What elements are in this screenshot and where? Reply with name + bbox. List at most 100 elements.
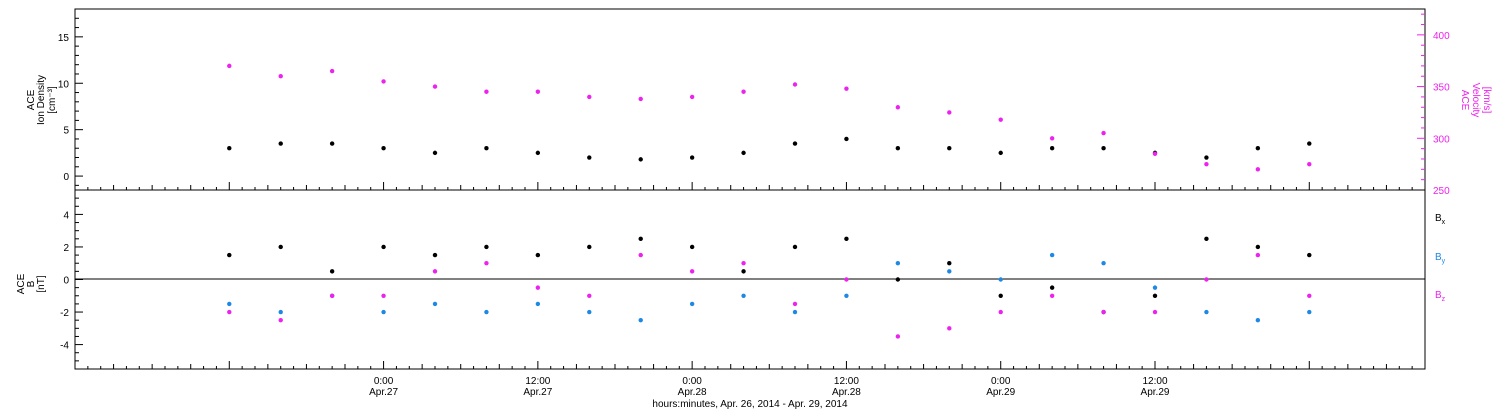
top-data-point [227,63,232,69]
bottom-data-point-bx [278,244,283,250]
bottom-data-point-bx [587,244,592,250]
top-data-point [895,146,901,151]
x-tick-date: Apr.28 [678,387,707,398]
top-data-point [587,94,592,100]
bottom-data-point-by [227,301,232,307]
x-tick-date: Apr.28 [832,387,861,398]
bottom-data-point-by [1049,252,1055,258]
bottom-data-point-bx [844,236,849,242]
bottom-data-point-bx [432,252,438,258]
top-left-tick-label: 15 [58,33,70,44]
bottom-left-tick-label: -4 [60,341,69,352]
top-data-point [741,89,746,94]
x-tick-time: 12:00 [1142,376,1167,387]
x-tick-date: Apr.29 [1141,387,1170,398]
bottom-data-point-by [792,309,798,315]
top-data-point [638,157,643,162]
bottom-data-point-bz [895,334,901,339]
bottom-data-point-by [1152,285,1158,290]
bottom-data-point-by [587,309,592,315]
top-ylabel-2: Ion Density [36,75,47,125]
bottom-data-point-bz [1049,293,1055,298]
bottom-data-point-by [1101,261,1106,266]
x-axis-label: hours:minutes, Apr. 26, 2014 - Apr. 29, … [652,399,848,410]
x-tick-time: 0:00 [374,376,394,387]
top-right-tick-label: 300 [1433,134,1450,145]
bottom-data-point-bx [1204,236,1209,242]
top-ylabel-1: ACE [26,89,37,110]
top-data-point [1049,136,1055,141]
bottom-data-point-bz [792,301,798,307]
bottom-panel: -4 -2 0 2 4 Bx By Bz ACE B [nT] [16,189,1446,370]
bottom-data-point-by [535,301,541,307]
top-panel-frame [74,8,1426,191]
top-data-point [998,150,1003,156]
bottom-data-point-by [432,301,438,307]
top-data-point [638,96,643,102]
top-data-point [792,82,798,87]
top-data-point [329,141,335,146]
x-tick-date: Apr.27 [369,387,398,398]
bottom-data-point-by [998,277,1003,282]
top-data-point [1204,155,1209,160]
top-data-point [844,136,849,142]
bottom-data-point-bz [227,309,232,315]
top-data-point [1152,151,1158,156]
bottom-data-point-bz [381,293,386,298]
bottom-data-point-bz [1307,293,1312,298]
bottom-data-point-by [689,301,695,307]
top-data-point [381,146,386,151]
x-axis: 0:00Apr.2712:00Apr.270:00Apr.2812:00Apr.… [74,182,1426,398]
top-data-points [227,63,1312,172]
bottom-data-point-bz [1204,277,1209,282]
top-y2label-3: [km/s] [1481,87,1492,114]
top-data-point [689,94,695,100]
bottom-data-point-by [484,309,489,315]
top-right-tick-label: 250 [1433,186,1450,197]
bottom-data-point-by [844,293,849,298]
top-data-point [1101,130,1106,136]
x-tick-date: Apr.27 [523,387,552,398]
top-left-axis: 0 5 10 15 [58,17,83,186]
top-data-point [1049,146,1055,151]
x-tick-date: Apr.29 [986,387,1015,398]
top-panel: 0 5 10 15 250 300 350 400 ACE Ion Density [cm⁻… [26,8,1492,197]
bottom-data-point-bx [792,244,798,250]
legend: Bx By Bz [1435,213,1446,303]
bottom-ylabel-3: [nT] [36,275,47,292]
top-data-point [1101,146,1106,151]
top-left-tick-label: 0 [63,172,69,183]
top-data-point [535,89,541,94]
top-data-point [329,68,335,74]
bottom-data-point-bz [535,285,541,290]
x-tick-time: 0:00 [991,376,1011,387]
bottom-left-tick-label: 4 [63,210,69,221]
top-data-point [1204,161,1209,167]
bottom-ylabel-1: ACE [16,273,27,294]
top-data-point [432,84,438,89]
bottom-data-point-bx [1255,244,1261,250]
bottom-data-point-bz [278,317,283,323]
bottom-data-point-bz [432,269,438,274]
bottom-data-point-bx [638,236,643,242]
x-tick-time: 0:00 [682,376,702,387]
bottom-data-point-bx [484,244,489,250]
top-left-tick-label: 10 [58,79,70,90]
bottom-data-point-bz [638,252,643,258]
top-data-point [792,141,798,146]
top-data-point [484,146,489,151]
bottom-data-point-bx [741,269,746,274]
bottom-data-points [227,236,1312,339]
bottom-data-point-bx [947,261,952,266]
bottom-data-point-by [638,317,643,323]
top-data-point [535,150,541,156]
bottom-left-axis: -4 -2 0 2 4 [60,197,83,362]
bottom-ylabel-2: B [26,280,37,287]
top-ylabel-3: [cm⁻³] [47,86,58,114]
top-data-point [844,86,849,91]
top-data-point [1255,146,1261,151]
top-data-point [484,89,489,94]
bottom-data-point-by [741,293,746,298]
top-data-point [947,110,952,115]
